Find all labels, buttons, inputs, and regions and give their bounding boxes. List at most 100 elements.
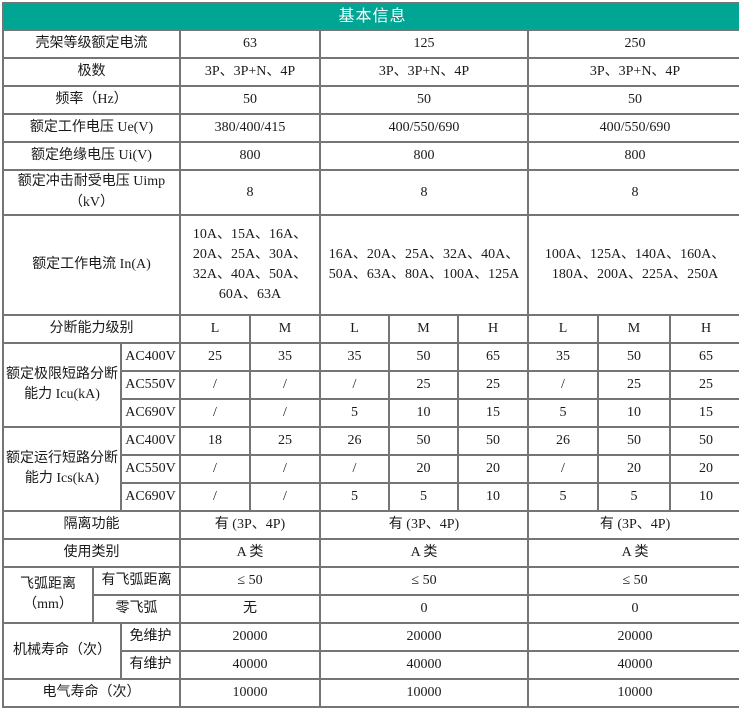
cell-value: 20 <box>457 454 529 485</box>
table-row: AC550V / / / 20 20 / 20 20 <box>3 454 739 485</box>
row-label: 额定冲击耐受电压 Uimp（kV） <box>2 169 181 217</box>
row-label: 电气寿命（次） <box>2 678 181 709</box>
cell-value: 25 <box>668 370 739 401</box>
cell-value: 0 <box>319 594 529 625</box>
cell-value: / <box>179 370 251 401</box>
row-label: 极数 <box>2 57 181 88</box>
cell-value: 16A、20A、25A、32A、40A、50A、63A、80A、100A、125… <box>319 214 529 317</box>
cell-value: 有 (3P、4P) <box>179 510 321 541</box>
table-row: 电气寿命（次） 10000 10000 10000 <box>2 678 739 709</box>
cell-value: 800 <box>526 141 739 172</box>
row-label: 机械寿命（次） <box>2 622 122 681</box>
row-label: 壳架等级额定电流 <box>2 29 181 60</box>
row-label: 使用类别 <box>2 538 181 569</box>
cell-value: 40000 <box>526 650 739 681</box>
cell-value: 50 <box>388 426 459 457</box>
table-header-row: 基本信息 <box>1 1 739 32</box>
cell-value: 25 <box>249 426 321 457</box>
cell-value: 5 <box>319 398 390 429</box>
cell-value: 有 (3P、4P) <box>319 510 529 541</box>
cell-value: / <box>249 454 321 485</box>
cell-value: 10 <box>457 482 529 513</box>
cell-value: 0 <box>526 594 739 625</box>
cell-value: 5 <box>388 482 459 513</box>
table-row: 额定绝缘电压 Ui(V) 800 800 800 <box>2 141 739 172</box>
table-row: 频率（Hz） 50 50 50 <box>2 85 739 116</box>
cell-value: 20 <box>388 454 459 485</box>
cell-value: ≤ 50 <box>179 566 321 597</box>
cell-value: A 类 <box>526 538 739 569</box>
cell-value: 3P、3P+N、4P <box>179 57 321 88</box>
cell-value: 50 <box>457 426 529 457</box>
cell-value: 8 <box>179 169 321 217</box>
cell-value: / <box>249 370 321 401</box>
table-row: 额定工作电压 Ue(V) 380/400/415 400/550/690 400… <box>2 113 739 144</box>
cell-value: 63 <box>179 29 321 60</box>
table-title: 基本信息 <box>1 1 739 32</box>
cell-value: 25 <box>388 370 459 401</box>
row-sublabel: AC550V <box>120 370 181 401</box>
cell-value: 35 <box>319 342 390 373</box>
cell-value: 8 <box>526 169 739 217</box>
table-row: 隔离功能 有 (3P、4P) 有 (3P、4P) 有 (3P、4P) <box>2 510 739 541</box>
cell-value: 25 <box>597 370 671 401</box>
table-row: AC690V / / 5 5 10 5 5 10 <box>3 482 739 513</box>
cell-value: 35 <box>249 342 321 373</box>
table-row: 额定极限短路分断能力 Icu(kA) AC400V 25 35 35 50 65… <box>2 342 739 429</box>
cell-value: 20000 <box>526 622 739 653</box>
row-label: 额定工作电压 Ue(V) <box>2 113 181 144</box>
row-label: 额定绝缘电压 Ui(V) <box>2 141 181 172</box>
cell-value: 800 <box>179 141 321 172</box>
cell-value: 380/400/415 <box>179 113 321 144</box>
cell-value: / <box>249 482 321 513</box>
cell-value: 3P、3P+N、4P <box>319 57 529 88</box>
table-row: 飞弧距离（mm） 有飞弧距离 ≤ 50 ≤ 50 ≤ 50 <box>2 566 739 625</box>
cell-value: L <box>179 314 251 345</box>
cell-value: 15 <box>668 398 739 429</box>
cell-value: / <box>319 370 390 401</box>
table-row: 额定冲击耐受电压 Uimp（kV） 8 8 8 <box>2 169 739 217</box>
cell-value: 65 <box>668 342 739 373</box>
table-row: 壳架等级额定电流 63 125 250 <box>2 29 739 60</box>
cell-value: 3P、3P+N、4P <box>526 57 739 88</box>
cell-value: 15 <box>457 398 529 429</box>
row-sublabel: AC400V <box>120 342 181 373</box>
table-row: 额定工作电流 In(A) 10A、15A、16A、20A、25A、30A、32A… <box>2 214 739 317</box>
cell-value: 50 <box>319 85 529 116</box>
cell-value: 40000 <box>319 650 529 681</box>
cell-value: 50 <box>179 85 321 116</box>
cell-value: 25 <box>457 370 529 401</box>
cell-value: L <box>527 314 599 345</box>
cell-value: / <box>319 454 390 485</box>
cell-value: 10 <box>597 398 671 429</box>
cell-value: / <box>179 398 251 429</box>
cell-value: 250 <box>526 29 739 60</box>
cell-value: 65 <box>457 342 529 373</box>
cell-value: M <box>249 314 321 345</box>
row-label: 频率（Hz） <box>2 85 181 116</box>
row-sublabel: AC550V <box>120 454 181 485</box>
cell-value: 50 <box>388 342 459 373</box>
cell-value: 5 <box>319 482 390 513</box>
cell-value: / <box>179 482 251 513</box>
table-row: 极数 3P、3P+N、4P 3P、3P+N、4P 3P、3P+N、4P <box>2 57 739 88</box>
cell-value: 25 <box>179 342 251 373</box>
cell-value: 20 <box>668 454 739 485</box>
cell-value: 40000 <box>179 650 321 681</box>
cell-value: 125 <box>319 29 529 60</box>
cell-value: 26 <box>319 426 390 457</box>
row-sublabel: AC690V <box>120 398 181 429</box>
cell-value: 26 <box>527 426 599 457</box>
table-row: 额定运行短路分断能力 Ics(kA) AC400V 18 25 26 50 50… <box>2 426 739 513</box>
cell-value: 10000 <box>179 678 321 709</box>
cell-value: 10 <box>388 398 459 429</box>
cell-value: 50 <box>597 426 671 457</box>
cell-value: A 类 <box>319 538 529 569</box>
row-sublabel: 有飞弧距离 <box>92 566 181 597</box>
cell-value: 20000 <box>319 622 529 653</box>
cell-value: 有 (3P、4P) <box>526 510 739 541</box>
cell-value: 400/550/690 <box>526 113 739 144</box>
cell-value: 10000 <box>319 678 529 709</box>
cell-value: / <box>527 370 599 401</box>
